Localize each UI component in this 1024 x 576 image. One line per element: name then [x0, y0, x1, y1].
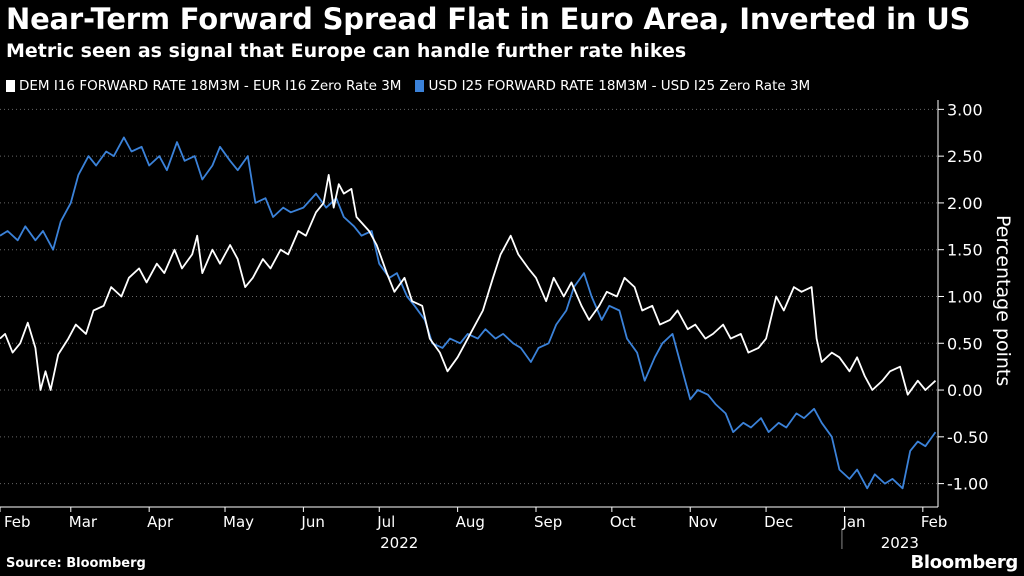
legend-item-dem: DEM I16 FORWARD RATE 18M3M - EUR I16 Zer…: [6, 78, 401, 94]
x-tick-label: Jan: [841, 513, 865, 531]
y-tick-label: 0.00: [947, 381, 983, 400]
source-note: Source: Bloomberg: [6, 556, 146, 571]
x-tick-label: Apr: [147, 513, 174, 531]
legend-swatch-usd: [415, 80, 425, 92]
x-tick-label: Jul: [376, 513, 395, 531]
x-tick-label: Dec: [764, 513, 793, 531]
x-tick-label: May: [223, 513, 254, 531]
x-tick-label: Sep: [534, 513, 562, 531]
x-tick-label: Aug: [456, 513, 485, 531]
series-line-dem: [0, 174, 937, 396]
y-tick-label: 3.00: [947, 100, 983, 119]
x-tick-label: Jun: [300, 513, 324, 531]
x-tick-label: Mar: [69, 513, 98, 531]
y-tick-label: -1.00: [947, 475, 988, 494]
y-axis-title: Percentage points: [992, 215, 1014, 387]
y-tick-label: 1.50: [947, 241, 983, 260]
chart-title: Near-Term Forward Spread Flat in Euro Ar…: [6, 2, 971, 36]
x-tick-label: Feb: [921, 513, 948, 531]
legend-swatch-dem: [6, 80, 15, 92]
x-tick-label: Nov: [688, 513, 717, 531]
y-tick-label: 2.00: [947, 194, 983, 213]
y-tick-label: 0.50: [947, 334, 983, 353]
legend: DEM I16 FORWARD RATE 18M3M - EUR I16 Zer…: [6, 78, 824, 94]
legend-item-usd: USD I25 FORWARD RATE 18M3M - USD I25 Zer…: [415, 78, 810, 94]
x-tick-label: Feb: [4, 513, 31, 531]
y-tick-label: -0.50: [947, 428, 988, 447]
series-line-usd: [0, 136, 937, 490]
y-tick-label: 2.50: [947, 147, 983, 166]
legend-label-usd: USD I25 FORWARD RATE 18M3M - USD I25 Zer…: [428, 78, 811, 94]
chart-subtitle: Metric seen as signal that Europe can ha…: [6, 40, 687, 62]
x-year-label: 2023: [881, 534, 919, 552]
legend-label-dem: DEM I16 FORWARD RATE 18M3M - EUR I16 Zer…: [19, 78, 402, 94]
bloomberg-logo: Bloomberg: [910, 552, 1018, 573]
x-year-label: 2022: [380, 534, 418, 552]
x-tick-label: Oct: [610, 513, 636, 531]
y-tick-label: 1.00: [947, 287, 983, 306]
